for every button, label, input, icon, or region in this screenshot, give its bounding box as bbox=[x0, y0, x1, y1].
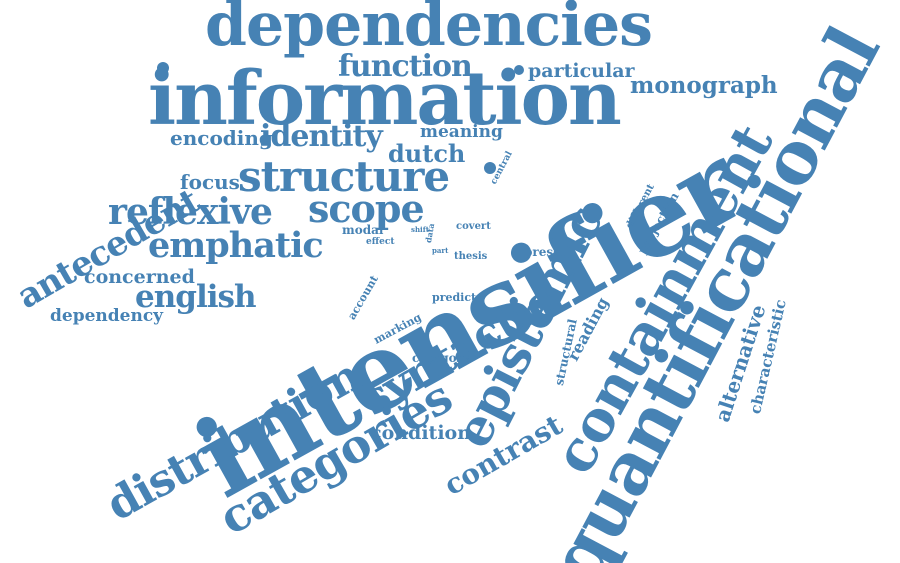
word: category bbox=[412, 351, 470, 365]
word: concerned bbox=[84, 266, 195, 288]
word: dependency bbox=[50, 306, 164, 326]
word: dependencies bbox=[205, 0, 653, 60]
word: emphatic bbox=[148, 225, 324, 266]
word: english bbox=[135, 279, 256, 315]
word: particular bbox=[528, 60, 635, 82]
word: modal bbox=[342, 223, 384, 237]
word: thesis bbox=[454, 251, 488, 262]
word: covert bbox=[456, 221, 491, 232]
word: part bbox=[432, 246, 449, 255]
word: dutch bbox=[388, 139, 466, 168]
word: reflexive bbox=[108, 191, 273, 233]
word: structure bbox=[238, 152, 450, 201]
word: condition bbox=[370, 422, 472, 444]
word: meaning bbox=[420, 122, 503, 142]
word: data bbox=[423, 222, 437, 244]
word: effect bbox=[366, 237, 395, 247]
word: identity bbox=[260, 119, 383, 154]
word: information bbox=[148, 56, 622, 142]
word: encoding bbox=[170, 126, 273, 150]
word: focus bbox=[180, 170, 240, 194]
dot-mark bbox=[514, 65, 524, 75]
word: predict bbox=[432, 291, 477, 304]
dot-mark bbox=[484, 162, 496, 174]
word: scope bbox=[308, 186, 425, 231]
dot-mark bbox=[157, 62, 169, 74]
word: shift bbox=[411, 225, 429, 234]
word: present bbox=[524, 245, 576, 259]
word: monograph bbox=[630, 72, 778, 99]
word: function bbox=[338, 49, 473, 84]
